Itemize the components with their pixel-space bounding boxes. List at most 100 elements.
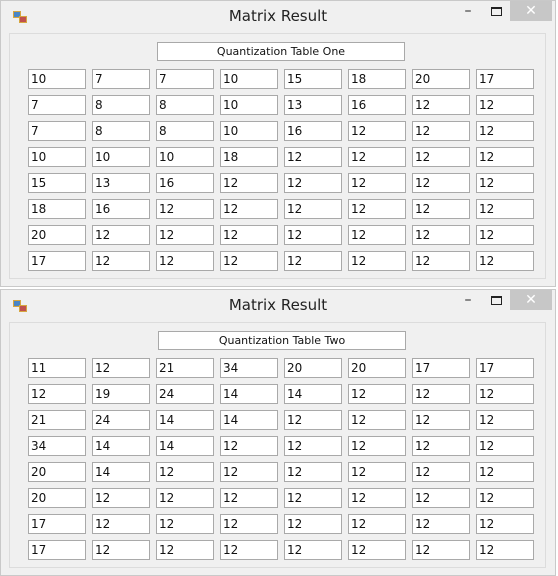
matrix-cell-r5-c7[interactable]: 12 (476, 488, 534, 508)
matrix-cell-r7-c0[interactable]: 17 (28, 540, 86, 560)
matrix-cell-r2-c0[interactable]: 7 (28, 121, 86, 141)
matrix-cell-r5-c6[interactable]: 12 (412, 488, 470, 508)
matrix-cell-r5-c7[interactable]: 12 (476, 199, 534, 219)
matrix-cell-r0-c3[interactable]: 10 (220, 69, 278, 89)
matrix-cell-r4-c6[interactable]: 12 (412, 173, 470, 193)
matrix-cell-r6-c0[interactable]: 20 (28, 225, 86, 245)
matrix-cell-r6-c6[interactable]: 12 (412, 225, 470, 245)
matrix-cell-r1-c7[interactable]: 12 (476, 384, 534, 404)
matrix-cell-r1-c6[interactable]: 12 (412, 95, 470, 115)
matrix-cell-r2-c1[interactable]: 8 (92, 121, 150, 141)
matrix-cell-r2-c5[interactable]: 12 (348, 121, 406, 141)
matrix-cell-r5-c5[interactable]: 12 (348, 488, 406, 508)
matrix-cell-r2-c0[interactable]: 21 (28, 410, 86, 430)
matrix-cell-r0-c2[interactable]: 7 (156, 69, 214, 89)
table-title-field[interactable]: Quantization Table Two (158, 331, 406, 350)
matrix-cell-r0-c6[interactable]: 17 (412, 358, 470, 378)
matrix-cell-r3-c1[interactable]: 14 (92, 436, 150, 456)
matrix-cell-r3-c0[interactable]: 10 (28, 147, 86, 167)
matrix-cell-r7-c2[interactable]: 12 (156, 540, 214, 560)
matrix-cell-r7-c0[interactable]: 17 (28, 251, 86, 271)
matrix-cell-r4-c2[interactable]: 12 (156, 462, 214, 482)
matrix-cell-r7-c1[interactable]: 12 (92, 251, 150, 271)
matrix-cell-r1-c5[interactable]: 12 (348, 384, 406, 404)
matrix-cell-r7-c7[interactable]: 12 (476, 540, 534, 560)
matrix-cell-r7-c3[interactable]: 12 (220, 251, 278, 271)
matrix-cell-r4-c7[interactable]: 12 (476, 173, 534, 193)
matrix-cell-r1-c4[interactable]: 14 (284, 384, 342, 404)
matrix-cell-r1-c3[interactable]: 14 (220, 384, 278, 404)
matrix-cell-r4-c0[interactable]: 20 (28, 462, 86, 482)
matrix-cell-r1-c2[interactable]: 24 (156, 384, 214, 404)
matrix-cell-r2-c6[interactable]: 12 (412, 121, 470, 141)
matrix-cell-r7-c2[interactable]: 12 (156, 251, 214, 271)
maximize-button[interactable] (491, 296, 502, 305)
matrix-cell-r1-c0[interactable]: 7 (28, 95, 86, 115)
matrix-cell-r6-c0[interactable]: 17 (28, 514, 86, 534)
matrix-cell-r3-c5[interactable]: 12 (348, 436, 406, 456)
matrix-cell-r3-c6[interactable]: 12 (412, 436, 470, 456)
matrix-cell-r3-c2[interactable]: 14 (156, 436, 214, 456)
matrix-cell-r0-c1[interactable]: 12 (92, 358, 150, 378)
matrix-cell-r4-c5[interactable]: 12 (348, 462, 406, 482)
matrix-cell-r7-c3[interactable]: 12 (220, 540, 278, 560)
matrix-cell-r6-c2[interactable]: 12 (156, 514, 214, 534)
matrix-cell-r0-c0[interactable]: 10 (28, 69, 86, 89)
close-button[interactable]: ✕ (510, 1, 552, 21)
matrix-cell-r0-c0[interactable]: 11 (28, 358, 86, 378)
matrix-cell-r0-c7[interactable]: 17 (476, 358, 534, 378)
close-button[interactable]: ✕ (510, 290, 552, 310)
matrix-cell-r7-c1[interactable]: 12 (92, 540, 150, 560)
matrix-cell-r1-c0[interactable]: 12 (28, 384, 86, 404)
matrix-cell-r3-c7[interactable]: 12 (476, 436, 534, 456)
matrix-cell-r5-c4[interactable]: 12 (284, 488, 342, 508)
matrix-cell-r3-c7[interactable]: 12 (476, 147, 534, 167)
matrix-cell-r2-c6[interactable]: 12 (412, 410, 470, 430)
matrix-cell-r4-c3[interactable]: 12 (220, 462, 278, 482)
matrix-cell-r5-c1[interactable]: 12 (92, 488, 150, 508)
matrix-cell-r7-c6[interactable]: 12 (412, 251, 470, 271)
matrix-cell-r3-c2[interactable]: 10 (156, 147, 214, 167)
matrix-cell-r7-c5[interactable]: 12 (348, 251, 406, 271)
matrix-cell-r1-c1[interactable]: 8 (92, 95, 150, 115)
matrix-cell-r6-c1[interactable]: 12 (92, 225, 150, 245)
matrix-cell-r3-c0[interactable]: 34 (28, 436, 86, 456)
matrix-cell-r0-c2[interactable]: 21 (156, 358, 214, 378)
matrix-cell-r5-c4[interactable]: 12 (284, 199, 342, 219)
matrix-cell-r4-c0[interactable]: 15 (28, 173, 86, 193)
matrix-cell-r3-c4[interactable]: 12 (284, 436, 342, 456)
matrix-cell-r0-c1[interactable]: 7 (92, 69, 150, 89)
matrix-cell-r2-c3[interactable]: 14 (220, 410, 278, 430)
matrix-cell-r7-c5[interactable]: 12 (348, 540, 406, 560)
matrix-cell-r4-c4[interactable]: 12 (284, 173, 342, 193)
matrix-cell-r5-c3[interactable]: 12 (220, 488, 278, 508)
matrix-cell-r2-c1[interactable]: 24 (92, 410, 150, 430)
matrix-cell-r2-c2[interactable]: 14 (156, 410, 214, 430)
matrix-cell-r5-c5[interactable]: 12 (348, 199, 406, 219)
matrix-cell-r5-c0[interactable]: 18 (28, 199, 86, 219)
matrix-cell-r2-c4[interactable]: 12 (284, 410, 342, 430)
title-bar[interactable]: Matrix Result – ✕ (1, 1, 555, 33)
matrix-cell-r4-c6[interactable]: 12 (412, 462, 470, 482)
matrix-cell-r6-c5[interactable]: 12 (348, 225, 406, 245)
matrix-cell-r0-c5[interactable]: 18 (348, 69, 406, 89)
matrix-cell-r4-c2[interactable]: 16 (156, 173, 214, 193)
matrix-cell-r3-c3[interactable]: 18 (220, 147, 278, 167)
matrix-cell-r5-c2[interactable]: 12 (156, 488, 214, 508)
matrix-cell-r5-c1[interactable]: 16 (92, 199, 150, 219)
matrix-cell-r0-c6[interactable]: 20 (412, 69, 470, 89)
matrix-cell-r3-c5[interactable]: 12 (348, 147, 406, 167)
matrix-cell-r6-c6[interactable]: 12 (412, 514, 470, 534)
matrix-cell-r1-c2[interactable]: 8 (156, 95, 214, 115)
maximize-button[interactable] (491, 7, 502, 16)
matrix-cell-r6-c1[interactable]: 12 (92, 514, 150, 534)
matrix-cell-r6-c4[interactable]: 12 (284, 225, 342, 245)
minimize-button[interactable]: – (464, 3, 472, 19)
matrix-cell-r6-c3[interactable]: 12 (220, 225, 278, 245)
matrix-cell-r0-c4[interactable]: 15 (284, 69, 342, 89)
matrix-cell-r4-c7[interactable]: 12 (476, 462, 534, 482)
table-title-field[interactable]: Quantization Table One (157, 42, 405, 61)
matrix-cell-r2-c7[interactable]: 12 (476, 410, 534, 430)
matrix-cell-r0-c4[interactable]: 20 (284, 358, 342, 378)
matrix-cell-r2-c4[interactable]: 16 (284, 121, 342, 141)
